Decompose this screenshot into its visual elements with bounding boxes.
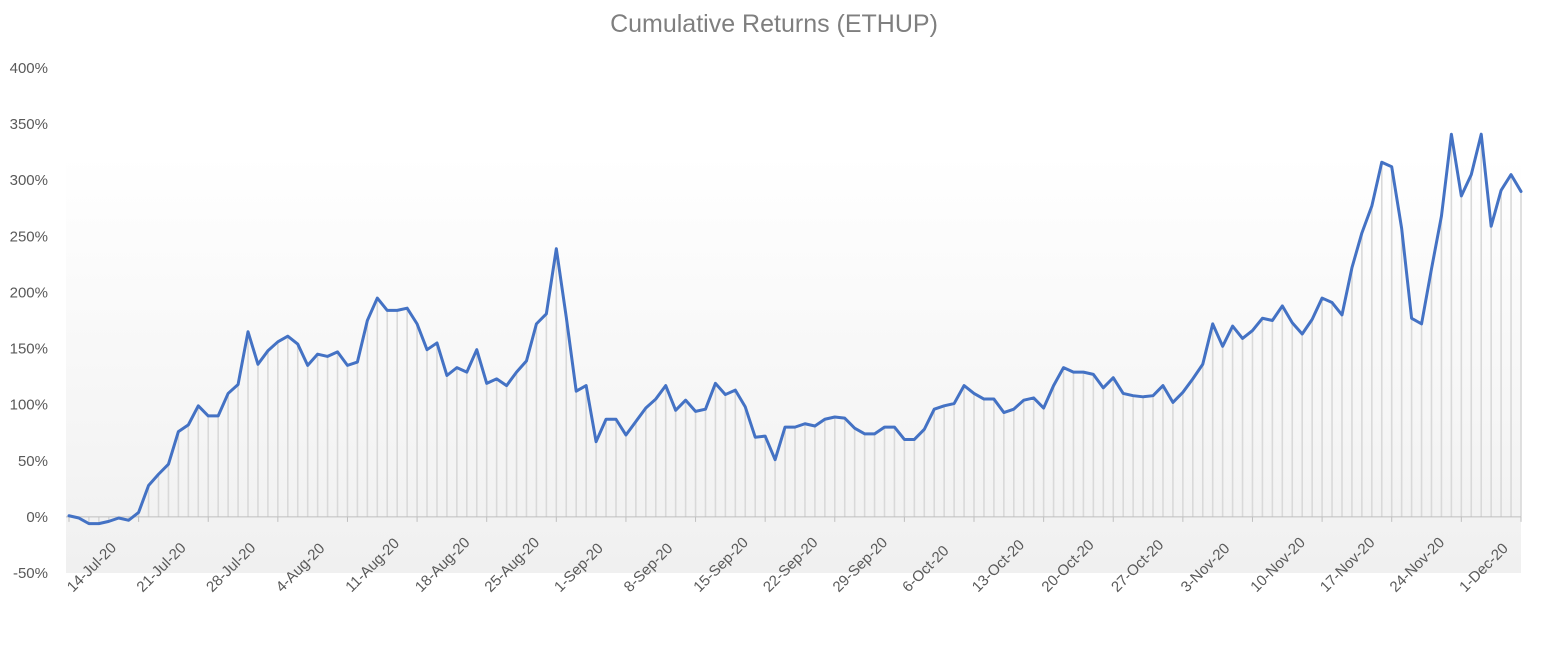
y-tick-label: 150% (10, 341, 48, 358)
x-axis (66, 516, 1522, 522)
y-tick-label: 50% (18, 453, 48, 470)
series-polyline (67, 132, 1523, 526)
y-tick-label: 0% (26, 509, 48, 526)
y-tick-label: 300% (10, 172, 48, 189)
series-line (67, 132, 1523, 526)
y-tick-label: 250% (10, 228, 48, 245)
y-tick-label: -50% (13, 565, 48, 582)
y-tick-label: 100% (10, 397, 48, 414)
y-tick-label: 400% (10, 60, 48, 77)
y-tick-label: 200% (10, 284, 48, 301)
area-fill-lines (68, 134, 1522, 524)
y-tick-label: 350% (10, 116, 48, 133)
chart-title: Cumulative Returns (ETHUP) (610, 10, 938, 38)
y-tick-labels: -50% 0% 50% 100% 150% 200% 250% 300% 350% 400% (10, 60, 48, 582)
